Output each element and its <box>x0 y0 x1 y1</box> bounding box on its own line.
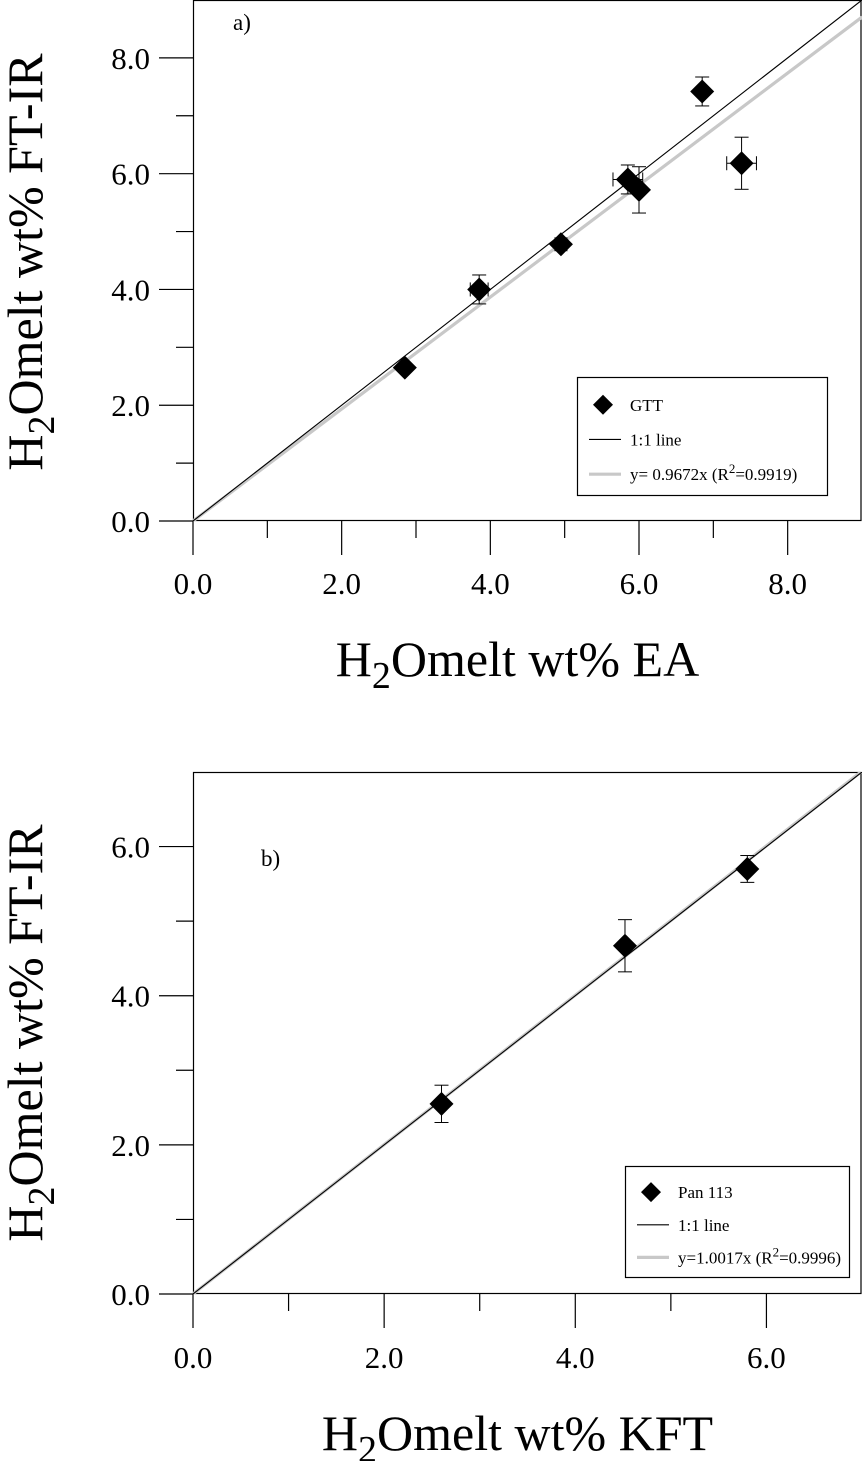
one-to-one-line <box>193 772 862 1294</box>
diamond-marker <box>690 79 715 104</box>
legend-label: y=1.0017x (R2=0.9996) <box>678 1244 841 1267</box>
data-point <box>548 232 573 257</box>
x-tick-label: 4.0 <box>471 566 510 601</box>
x-axis-title: H2Omelt wt% EA <box>336 631 699 697</box>
diamond-marker <box>429 1091 454 1116</box>
legend-label: 1:1 line <box>630 430 681 449</box>
y-axis-title: H2Omelt wt% FT-IR <box>0 824 63 1242</box>
reference-lines <box>193 772 862 1294</box>
data-point <box>612 919 637 973</box>
x-tick-label: 0.0 <box>174 1340 213 1375</box>
panel-label: a) <box>233 10 251 35</box>
legend-label: GTT <box>630 396 664 415</box>
diamond-marker <box>612 933 637 958</box>
x-tick-label: 0.0 <box>174 566 213 601</box>
data-point <box>429 1084 454 1123</box>
diamond-marker <box>735 856 760 881</box>
data-point <box>690 76 715 107</box>
plot-frame <box>192 0 862 522</box>
y-tick-label: 8.0 <box>111 41 150 76</box>
legend: GTT 1:1 line y= 0.9672x (R2=0.9919) <box>576 376 829 497</box>
data-point <box>392 355 417 380</box>
reference-lines <box>193 0 862 521</box>
legend-box <box>576 376 829 497</box>
y-axis-title: H2Omelt wt% FT-IR <box>0 53 63 471</box>
panel-label: b) <box>261 846 280 871</box>
x-tick-label: 4.0 <box>556 1340 595 1375</box>
diamond-marker <box>729 151 754 176</box>
one-to-one-line <box>193 0 862 521</box>
x-tick-label: 6.0 <box>620 566 659 601</box>
fit-line <box>193 15 862 521</box>
data-point <box>726 136 757 190</box>
y-tick-label: 6.0 <box>111 157 150 192</box>
x-tick-label: 8.0 <box>768 566 807 601</box>
legend-diamond-marker <box>641 1182 661 1203</box>
y-tick-label: 4.0 <box>111 979 150 1014</box>
data-point <box>735 855 760 883</box>
x-axis-title: H2Omelt wt% KFT <box>322 1405 713 1461</box>
chart-panel-1: 0.0 0.0 2.0 2.0 4.0 4.0 6.0 6.0 8.0 8.0 H2Omelt wt… <box>0 0 862 697</box>
y-tick-label: 6.0 <box>111 830 150 865</box>
y-tick-label: 2.0 <box>111 1128 150 1163</box>
diamond-marker <box>627 177 651 202</box>
diamond-marker <box>467 277 492 302</box>
y-tick-label: 0.0 <box>111 504 150 539</box>
plot-frame <box>192 771 862 1295</box>
legend-label: y= 0.9672x (R2=0.9919) <box>630 461 797 484</box>
diamond-marker <box>548 232 573 257</box>
legend: Pan 113 1:1 line y=1.0017x (R2=0.9996) <box>624 1165 851 1279</box>
legend-label: Pan 113 <box>678 1183 733 1202</box>
diamond-marker <box>392 355 417 380</box>
y-tick-label: 4.0 <box>111 272 150 307</box>
x-tick-label: 2.0 <box>322 566 361 601</box>
y-tick-label: 0.0 <box>111 1277 150 1312</box>
data-point <box>467 274 492 305</box>
chart-panel-2: 0.0 0.0 2.0 2.0 4.0 4.0 6.0 6.0 H2Omelt wt% KFT H… <box>0 771 862 1461</box>
legend-label: 1:1 line <box>678 1216 729 1235</box>
legend-diamond-marker <box>593 394 613 415</box>
y-tick-label: 2.0 <box>111 388 150 423</box>
x-tick-label: 6.0 <box>747 1340 786 1375</box>
x-tick-label: 2.0 <box>365 1340 404 1375</box>
data-point <box>627 166 651 214</box>
